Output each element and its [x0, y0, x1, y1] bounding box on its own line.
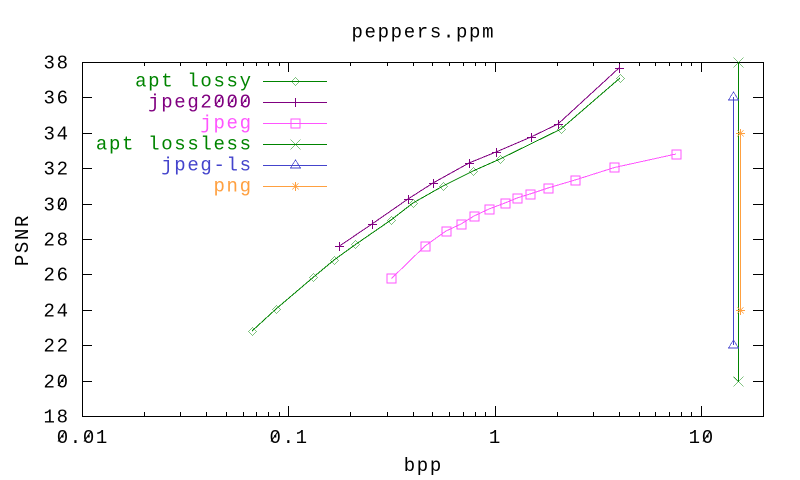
- svg-text:34: 34: [44, 124, 70, 146]
- svg-text:0.01: 0.01: [57, 427, 109, 449]
- svg-text:bpp: bpp: [404, 455, 443, 477]
- svg-text:10: 10: [689, 427, 715, 449]
- svg-text:0.1: 0.1: [270, 427, 309, 449]
- svg-text:36: 36: [44, 88, 70, 110]
- svg-text:20: 20: [44, 372, 70, 394]
- svg-text:30: 30: [44, 195, 70, 217]
- svg-text:38: 38: [44, 53, 70, 75]
- svg-text:jpeg: jpeg: [200, 113, 252, 135]
- svg-text:26: 26: [44, 265, 70, 287]
- svg-text:peppers.ppm: peppers.ppm: [351, 22, 495, 44]
- svg-text:18: 18: [44, 407, 70, 429]
- svg-text:png: png: [213, 176, 252, 198]
- svg-text:32: 32: [44, 159, 70, 181]
- svg-text:jpeg-ls: jpeg-ls: [161, 155, 252, 177]
- svg-text:28: 28: [44, 230, 70, 252]
- svg-text:apt lossy: apt lossy: [135, 71, 253, 93]
- svg-text:22: 22: [44, 336, 70, 358]
- svg-text:PSNR: PSNR: [12, 214, 34, 266]
- svg-text:1: 1: [489, 427, 502, 449]
- svg-text:24: 24: [44, 301, 70, 323]
- svg-text:jpeg2000: jpeg2000: [148, 92, 253, 114]
- svg-text:apt lossless: apt lossless: [96, 134, 253, 156]
